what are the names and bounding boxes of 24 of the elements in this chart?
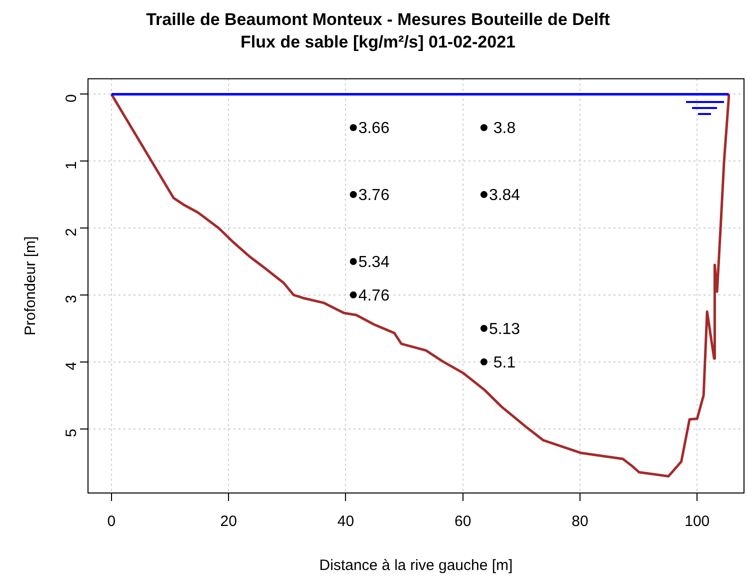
x-tick-label: 0 — [107, 513, 116, 530]
annotation: 4.76 — [358, 287, 390, 304]
x-tick-label: 100 — [684, 513, 710, 530]
chart-subtitle: Flux de sable [kg/m²/s] 01-02-2021 — [240, 32, 516, 52]
y-tick-label: 4 — [63, 362, 80, 370]
annotation: 5.34 — [358, 254, 390, 271]
y-tick-label: 3 — [63, 294, 80, 304]
annotation: 3.8 — [488, 120, 516, 138]
y-axis-title: Profondeur [m] — [22, 236, 40, 336]
x-tick-label: 20 — [220, 513, 237, 530]
annotation: 3.76 — [358, 186, 390, 204]
x-tick-label: 40 — [337, 513, 354, 530]
annotation: 5.1 — [488, 354, 516, 372]
annotation: 5.13 — [488, 320, 520, 338]
y-tick-label: 2 — [63, 228, 80, 236]
x-axis-title: Distance à la rive gauche [m] — [319, 557, 513, 574]
y-tick-label: 1 — [63, 161, 80, 170]
x-tick-label: 60 — [454, 513, 472, 530]
annotation: 3.66 — [358, 120, 390, 138]
chart-title: Traille de Beaumont Monteux - Mesures Bouteille de Delft — [146, 10, 610, 29]
annotation: 3.84 — [488, 186, 520, 204]
y-tick-label: 0 — [63, 94, 80, 103]
y-tick-label: 5 — [63, 428, 80, 438]
x-tick-label: 80 — [572, 513, 588, 530]
